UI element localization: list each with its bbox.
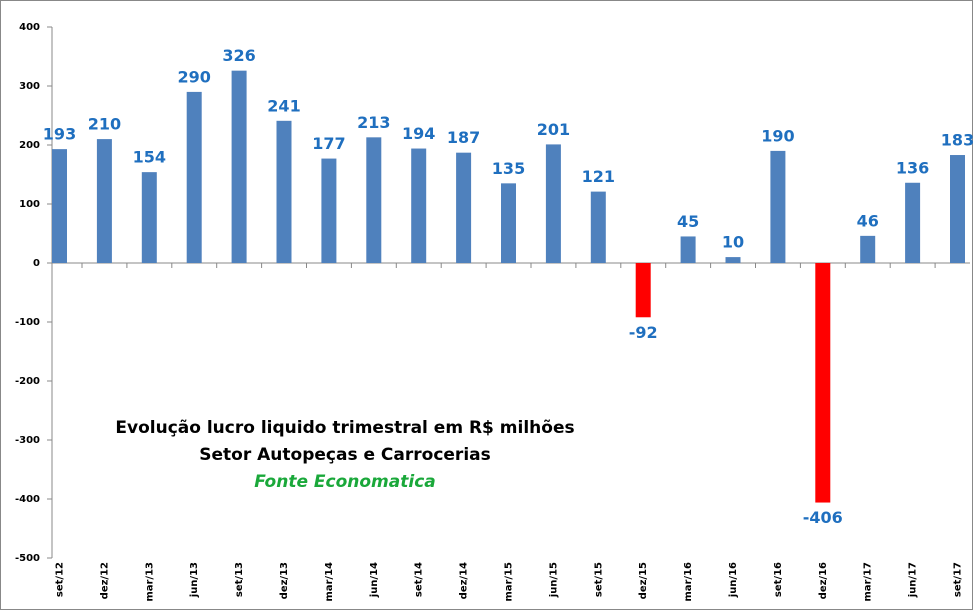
y-tick-label: -300 <box>15 435 40 446</box>
bar <box>366 137 382 263</box>
x-tick-label: set/17 <box>953 562 964 597</box>
x-tick-label: dez/13 <box>279 562 290 599</box>
bar <box>276 120 292 263</box>
value-label: 46 <box>857 211 879 230</box>
value-label: 213 <box>357 113 390 132</box>
x-tick-label: jun/15 <box>548 562 559 598</box>
bar <box>635 263 651 318</box>
y-tick-label: 0 <box>33 258 40 269</box>
bar <box>141 172 157 263</box>
value-label: 135 <box>492 159 525 178</box>
x-tick-label: set/13 <box>234 562 245 597</box>
x-tick-label: dez/12 <box>99 562 110 599</box>
value-label: 194 <box>402 124 435 143</box>
x-tick-label: set/16 <box>773 562 784 597</box>
x-tick-label: mar/16 <box>683 562 694 602</box>
value-label: 326 <box>222 46 255 65</box>
y-tick-label: -400 <box>15 494 40 505</box>
bar <box>545 144 561 263</box>
chart-title: Evolução lucro liquido trimestral em R$ … <box>115 418 574 438</box>
bar <box>590 191 606 263</box>
bar <box>501 183 516 263</box>
bar <box>321 158 337 263</box>
bar <box>770 150 786 263</box>
x-tick-label: jun/14 <box>369 562 380 598</box>
value-label: 201 <box>537 120 570 139</box>
bar <box>96 139 112 263</box>
x-tick-label: dez/16 <box>818 562 829 599</box>
x-tick-label: mar/13 <box>144 562 155 602</box>
value-label: 193 <box>43 125 76 144</box>
bar <box>52 149 67 263</box>
y-tick-label: 200 <box>19 140 40 151</box>
value-label: 210 <box>88 115 121 134</box>
bar <box>860 235 876 263</box>
x-tick-label: dez/15 <box>638 562 649 599</box>
y-tick-label: 300 <box>19 81 40 92</box>
x-tick-label: mar/14 <box>324 562 335 602</box>
y-tick-label: 400 <box>19 22 40 33</box>
bar <box>411 148 427 263</box>
x-tick-label: jun/16 <box>728 562 739 598</box>
x-tick-label: set/15 <box>593 562 604 597</box>
value-label: 290 <box>177 67 210 86</box>
chart-source: Fonte Economatica <box>254 472 436 492</box>
bar <box>905 182 921 263</box>
value-label: 177 <box>312 134 345 153</box>
bar <box>186 91 202 264</box>
value-label: 190 <box>761 126 794 145</box>
value-label: 183 <box>941 131 973 150</box>
y-tick-label: -100 <box>15 317 40 328</box>
x-tick-label: jun/17 <box>908 562 919 598</box>
chart-subtitle: Setor Autopeças e Carrocerias <box>199 445 490 465</box>
value-label: 45 <box>677 212 699 231</box>
x-tick-label: set/14 <box>414 562 425 597</box>
value-label: 121 <box>582 167 615 186</box>
value-label: 154 <box>133 148 166 167</box>
bar <box>456 152 472 263</box>
bar <box>950 155 965 263</box>
x-tick-label: set/12 <box>55 562 66 597</box>
value-label: 187 <box>447 128 480 147</box>
y-tick-label: 100 <box>19 199 40 210</box>
value-label: -92 <box>629 323 658 342</box>
bar <box>680 236 696 263</box>
bar <box>231 70 247 263</box>
y-tick-label: -500 <box>15 553 40 564</box>
y-tick-label: -200 <box>15 376 40 387</box>
value-label: 10 <box>722 233 744 252</box>
x-tick-label: jun/13 <box>189 562 200 598</box>
x-tick-label: mar/15 <box>504 562 515 602</box>
bar <box>815 263 831 503</box>
x-tick-label: mar/17 <box>863 562 874 602</box>
bar <box>725 257 741 263</box>
value-label: 241 <box>267 96 300 115</box>
value-label: -406 <box>803 508 843 527</box>
value-label: 136 <box>896 158 929 177</box>
x-tick-label: dez/14 <box>459 562 470 599</box>
